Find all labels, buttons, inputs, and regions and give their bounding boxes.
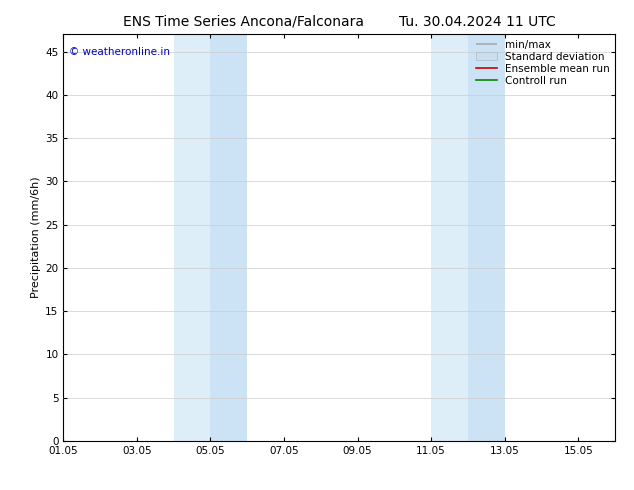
Title: ENS Time Series Ancona/Falconara        Tu. 30.04.2024 11 UTC: ENS Time Series Ancona/Falconara Tu. 30.… [123,15,555,29]
Bar [431,34,468,441]
Bar [468,34,505,441]
Text: © weatheronline.in: © weatheronline.in [69,47,170,56]
Bar [210,34,247,441]
Legend: min/max, Standard deviation, Ensemble mean run, Controll run: min/max, Standard deviation, Ensemble me… [474,37,612,88]
Bar [174,34,210,441]
Y-axis label: Precipitation (mm/6h): Precipitation (mm/6h) [31,177,41,298]
